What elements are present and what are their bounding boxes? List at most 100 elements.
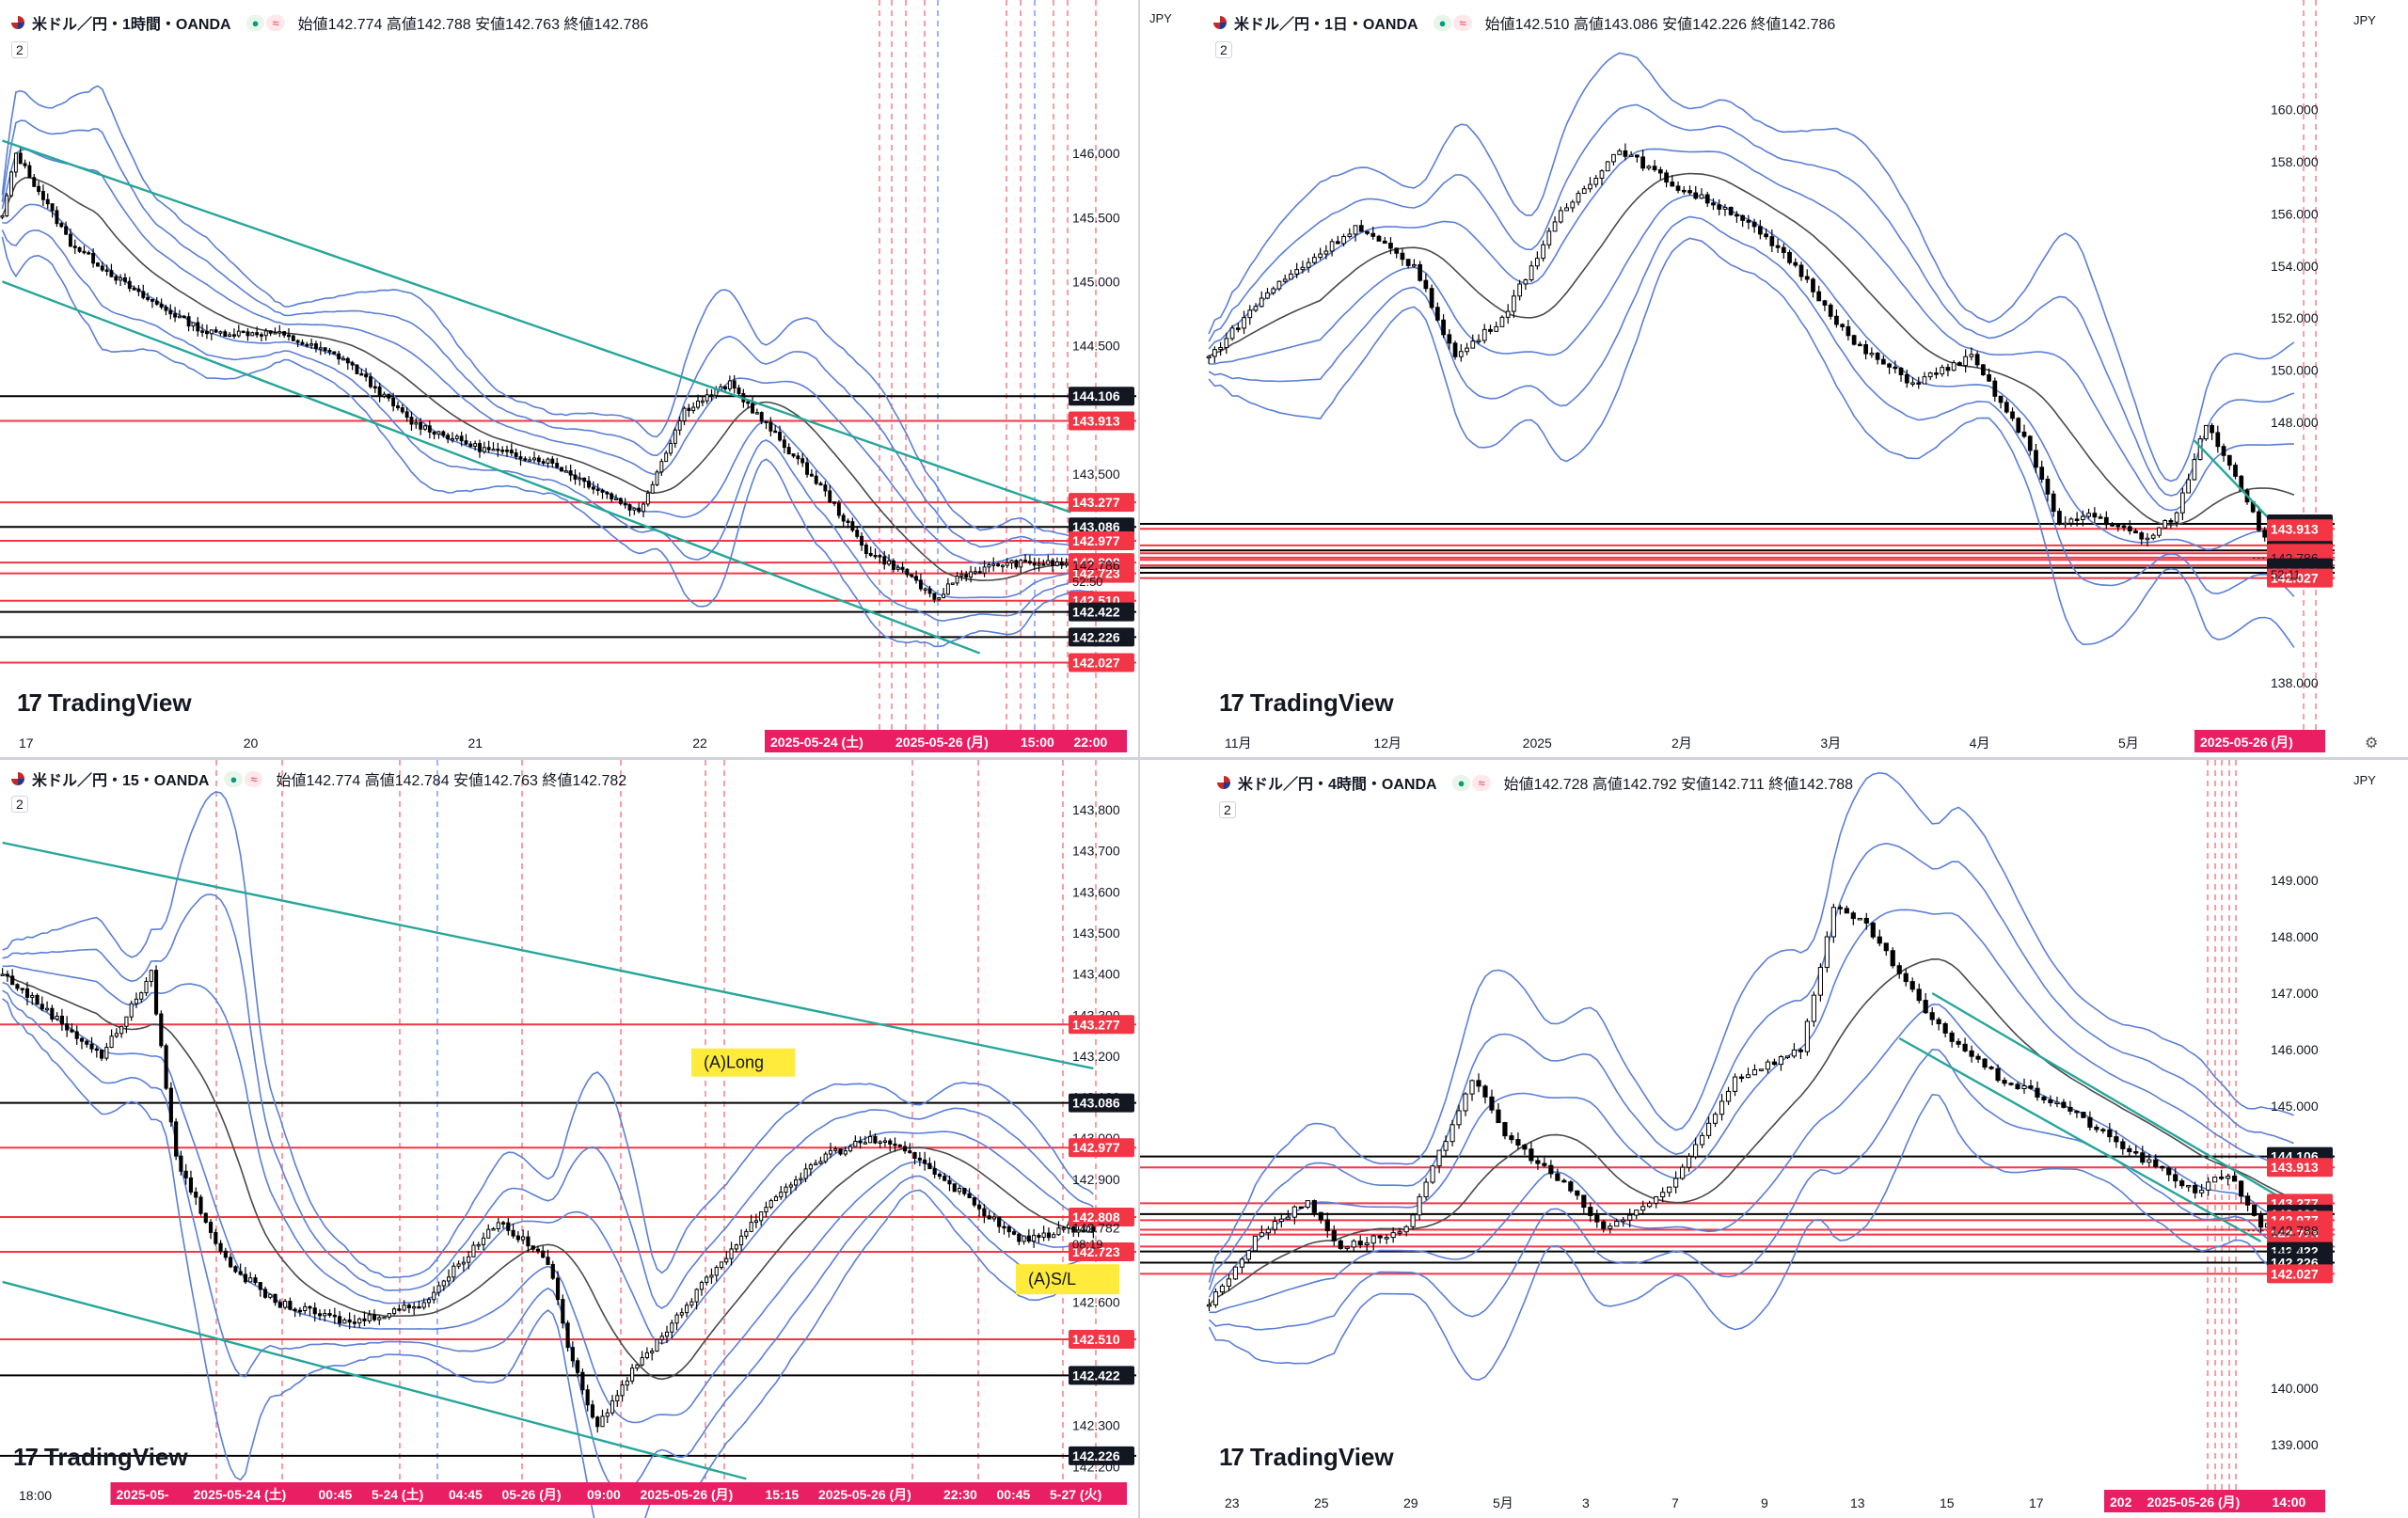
candle-up <box>1022 1235 1026 1242</box>
chart-pane-4h[interactable]: 149.000 148.000 147.000 146.000 145.000 140.0… <box>1140 760 2408 1518</box>
candle-up <box>734 1244 738 1250</box>
chart-svg-15m[interactable]: 143.800143.700143.600143.500143.400143.3… <box>0 760 1138 1518</box>
candle-down <box>500 1222 506 1225</box>
chart-pane-1h[interactable]: 146.000 145.500 145.000 144.500 143.500 144.1… <box>0 0 1138 757</box>
currency-label-4h[interactable]: JPY <box>2353 773 2376 787</box>
price-tick-label: 143.600 <box>1072 884 1120 899</box>
level-tag-label: 142.027 <box>1072 656 1120 671</box>
candle-up <box>1037 563 1041 566</box>
candle-up <box>754 412 759 415</box>
candle-up <box>610 1399 615 1414</box>
candle-down <box>732 380 737 389</box>
candle-up <box>1940 367 1945 375</box>
candle-down <box>796 455 800 460</box>
candle-down <box>1037 1234 1041 1238</box>
chart-svg-4h[interactable]: 149.000 148.000 147.000 146.000 145.000 140.0… <box>1140 760 2408 1518</box>
time-tag-label: 04:45 <box>449 1487 483 1502</box>
candle-down <box>2168 519 2174 523</box>
candle-down <box>496 449 500 451</box>
candle-up <box>2068 518 2074 524</box>
currency-label-1d-right[interactable]: JPY <box>2353 13 2376 27</box>
candle-up <box>705 1276 709 1283</box>
candle-up <box>139 992 144 1000</box>
candle-up <box>714 1267 719 1276</box>
candle-up <box>2203 424 2209 440</box>
candle-down <box>203 1212 208 1223</box>
candle-down <box>441 431 446 436</box>
candle-up <box>1951 362 1956 372</box>
candle-down <box>878 555 882 558</box>
candle-up <box>1811 994 1816 1022</box>
candle-up <box>632 507 637 511</box>
settings-gear-icon[interactable]: ⚙ <box>2365 735 2379 751</box>
candle-up <box>1397 1231 1402 1234</box>
bollinger-lower-band-1 <box>1209 194 2295 551</box>
candle-down <box>1338 1240 1343 1249</box>
chart-pane-1d[interactable]: 160.000 158.000 156.000 154.000 152.000 150.0… <box>1140 0 2408 757</box>
candle-down <box>1949 1032 1955 1042</box>
chart-pane-15m[interactable]: 143.800 143.700 143.600 143.500 143.400 143.3… <box>0 760 1138 1518</box>
candle-down <box>2226 454 2232 466</box>
symbol-title-15m[interactable]: 米ドル／円・15・OANDA <box>32 773 210 789</box>
indicator-counter-4h[interactable]: 2 <box>1219 801 1236 818</box>
candle-down <box>332 1314 337 1318</box>
candle-down <box>972 1196 976 1206</box>
candle-down <box>1476 1080 1481 1087</box>
currency-label-1d[interactable]: JPY <box>1149 11 1172 25</box>
time-tick-label: 22 <box>692 735 707 751</box>
candle-up <box>1312 257 1317 263</box>
candle-up <box>895 566 900 570</box>
candle-down <box>2041 1096 2047 1100</box>
candle-down <box>1623 150 1628 157</box>
candle-down <box>2121 525 2127 529</box>
candle-up <box>476 1243 481 1247</box>
symbol-title-1h[interactable]: 米ドル／円・1時間・OANDA <box>32 17 231 33</box>
candle-down <box>591 486 595 490</box>
candle-up <box>764 1207 768 1213</box>
candle-down <box>243 1273 248 1283</box>
candle-up <box>1259 297 1264 308</box>
indicator-counter-15m[interactable]: 2 <box>11 796 28 813</box>
chart-svg-1d[interactable]: 160.000 158.000 156.000 154.000 152.000 150.0… <box>1140 0 2408 757</box>
price-tick-label: 160.000 <box>2271 103 2319 118</box>
candle-down <box>1957 362 1962 367</box>
candle-up <box>955 576 959 584</box>
candle-down <box>2215 432 2221 448</box>
candle-up <box>1732 1076 1738 1092</box>
indicator-counter-1d[interactable]: 2 <box>1215 41 1232 58</box>
pane-divider-horizontal[interactable] <box>0 757 2408 760</box>
candle-down <box>1962 1043 1968 1052</box>
symbol-title-1d[interactable]: 米ドル／円・1日・OANDA <box>1234 17 1418 33</box>
symbol-title-4h[interactable]: 米ドル／円・4時間・OANDA <box>1238 777 1437 793</box>
candle-down <box>814 475 818 484</box>
candle-up <box>620 1384 625 1397</box>
candle-up <box>441 1280 446 1287</box>
candle-down <box>406 1305 411 1308</box>
candle-down <box>1429 288 1434 308</box>
countdown-label: 52:11 <box>2271 568 2301 582</box>
candle-down <box>2010 411 2015 419</box>
candle-up <box>1064 562 1069 566</box>
candle-down <box>1581 1194 1587 1209</box>
candle-down <box>1850 912 1856 920</box>
candle-up <box>1412 263 1417 267</box>
candle-up <box>664 452 669 463</box>
candle-up <box>694 1289 699 1303</box>
candle-down <box>164 307 168 311</box>
indicator-counter-1h[interactable]: 2 <box>11 41 28 58</box>
candle-down <box>687 407 691 412</box>
delay-badge: ≈ <box>266 14 285 31</box>
candle-down <box>505 450 509 452</box>
bollinger-lower-band-2 <box>1 229 1094 623</box>
candle-down <box>338 1316 342 1324</box>
candle-down <box>2008 1083 2014 1085</box>
candle-up <box>1693 1144 1699 1158</box>
candle-down <box>2221 446 2226 456</box>
price-tick-label: 143.400 <box>1072 967 1120 982</box>
candle-down <box>595 488 600 492</box>
candle-up <box>323 1313 327 1317</box>
candle-up <box>1353 225 1358 235</box>
candle-down <box>1027 561 1032 564</box>
candle-up <box>191 322 196 327</box>
chart-svg-1h[interactable]: 146.000 145.500 145.000 144.500 143.500 144.1… <box>0 0 1138 757</box>
